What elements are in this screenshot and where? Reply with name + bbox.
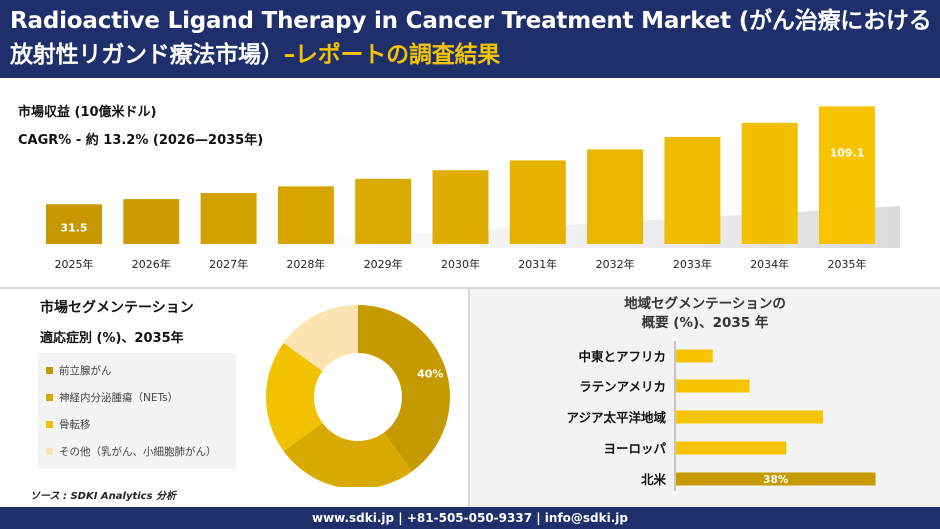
year-tick-label: 2033年 — [673, 257, 712, 271]
region-title-line1: 地域セグメンテーションの — [624, 296, 786, 312]
donut-slice — [358, 305, 451, 472]
revenue-bar — [509, 160, 566, 244]
region-bar — [676, 410, 823, 424]
region-panel: 地域セグメンテーションの 概要 (%)、2035 年 中東とアフリカ ラテンアメリ… — [470, 289, 940, 507]
panel-separator — [468, 289, 470, 507]
legend-item: 前立腺がん — [46, 361, 112, 379]
revenue-data-labels: 31.5 109.1 — [60, 146, 864, 234]
region-bar — [676, 472, 876, 486]
region-bar — [676, 379, 750, 393]
revenue-bar — [432, 170, 489, 244]
revenue-bar-chart: 2025年 2026年 2027年 2028年 2029年 2030年 2031年 2032年… — [40, 106, 900, 271]
title-accent: –レポートの調査結果 — [283, 42, 501, 68]
revenue-bar — [819, 106, 875, 244]
section-divider — [0, 287, 940, 289]
legend-item: 神経内分泌腫瘍（NETs） — [46, 388, 178, 406]
region-data-label: 38% — [763, 474, 789, 486]
region-bars — [676, 349, 876, 486]
donut-data-label: 40% — [417, 368, 443, 381]
segmentation-subtitle: 適応症別 (%)、2035年 — [40, 331, 184, 346]
region-data-labels: 38% — [763, 474, 789, 486]
legend-label: 神経内分泌腫瘍（NETs） — [59, 391, 179, 404]
donut-slice — [283, 305, 358, 372]
year-tick-label: 2027年 — [209, 257, 248, 271]
revenue-tick-labels: 2025年 2026年 2027年 2028年 2029年 2030年 2031年 2032年… — [55, 257, 867, 271]
legend-label: 骨転移 — [59, 418, 91, 431]
year-tick-label: 2031年 — [518, 257, 557, 271]
revenue-bar — [664, 136, 721, 244]
year-tick-label: 2026年 — [132, 257, 171, 271]
region-bar — [676, 349, 713, 363]
legend-item: その他（乳がん、小細胞肺がん） — [46, 442, 217, 460]
region-category-label: 北米 — [641, 472, 667, 487]
year-tick-label: 2035年 — [828, 257, 867, 271]
donut-slice — [266, 342, 323, 452]
cagr-label: CAGR% - 約 13.2% (2026—2035年) — [18, 133, 264, 148]
title-main: Radioactive Ligand Therapy in Cancer Tre… — [10, 8, 932, 68]
legend-swatch — [46, 393, 53, 401]
revenue-bar — [46, 204, 102, 244]
legend-item: 骨転移 — [46, 415, 91, 433]
revenue-data-label: 31.5 — [60, 221, 87, 234]
region-title: 地域セグメンテーションの 概要 (%)、2035 年 — [470, 295, 940, 333]
revenue-data-label: 109.1 — [830, 146, 865, 159]
header-banner: Radioactive Ligand Therapy in Cancer Tre… — [0, 0, 940, 78]
region-bar — [676, 441, 787, 455]
segmentation-title: 市場セグメンテーション — [40, 300, 194, 316]
segmentation-legend: 前立腺がん 神経内分泌腫瘍（NETs） 骨転移 その他（乳がん、小細胞肺がん） — [38, 353, 236, 469]
revenue-bar — [200, 193, 257, 244]
segmentation-panel: 市場セグメンテーション 適応症別 (%)、2035年 前立腺がん 神経内分泌腫瘍… — [0, 289, 468, 507]
year-tick-label: 2029年 — [364, 257, 403, 271]
legend-swatch — [46, 447, 53, 455]
year-tick-label: 2028年 — [286, 257, 325, 271]
revenue-bar — [277, 186, 334, 244]
donut-labels: 40% — [417, 368, 443, 381]
year-tick-label: 2034年 — [750, 257, 789, 271]
donut-slice — [283, 422, 413, 487]
year-tick-label: 2030年 — [441, 257, 480, 271]
indication-donut-chart: 40% — [266, 305, 451, 487]
legend-swatch — [46, 366, 53, 374]
region-title-line2: 概要 (%)、2035 年 — [641, 315, 769, 331]
revenue-bar — [123, 199, 180, 244]
legend-swatch — [46, 420, 53, 428]
year-tick-label: 2032年 — [596, 257, 635, 271]
revenue-bar — [741, 122, 798, 244]
region-category-label: 中東とアフリカ — [578, 349, 666, 364]
donut-slices — [266, 305, 451, 487]
revenue-label: 市場収益 (10億米ドル) — [18, 105, 157, 120]
footer-contact: www.sdki.jp | +81-505-050-9337 | info@sd… — [0, 507, 940, 529]
legend-label: その他（乳がん、小細胞肺がん） — [59, 445, 217, 458]
year-tick-label: 2025年 — [55, 257, 94, 271]
source-note: ソース : SDKI Analytics 分析 — [30, 491, 177, 502]
revenue-bar — [355, 178, 412, 244]
region-category-label: ヨーロッパ — [603, 441, 666, 456]
region-category-label: アジア太平洋地域 — [566, 410, 666, 425]
legend-label: 前立腺がん — [59, 364, 112, 377]
page-title: Radioactive Ligand Therapy in Cancer Tre… — [10, 4, 935, 72]
revenue-bar — [587, 149, 644, 244]
region-category-label: ラテンアメリカ — [579, 379, 666, 394]
revenue-bars — [46, 106, 875, 244]
